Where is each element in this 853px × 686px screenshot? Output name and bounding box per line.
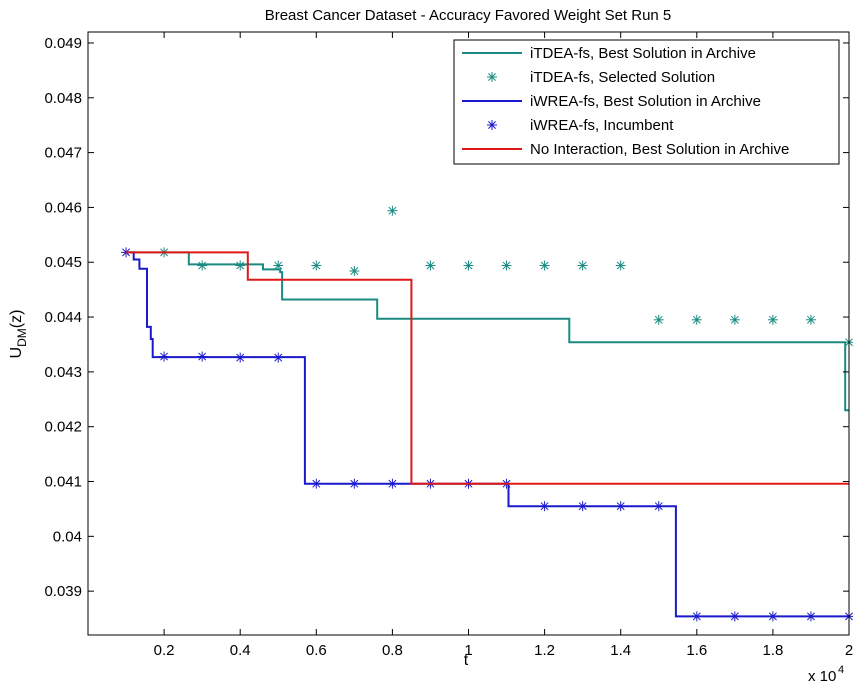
- legend-label: No Interaction, Best Solution in Archive: [530, 141, 789, 158]
- y-tick-label: 0.047: [44, 145, 82, 162]
- chart-title: Breast Cancer Dataset - Accuracy Favored…: [265, 7, 672, 24]
- y-axis-label: UDM(z): [8, 310, 29, 359]
- data-point: [387, 478, 398, 489]
- y-label-main: U: [8, 347, 25, 359]
- y-tick-label: 0.043: [44, 364, 82, 381]
- legend-item: iWREA-fs, Incumbent: [487, 117, 674, 134]
- data-point: [577, 260, 588, 271]
- data-point: [539, 501, 550, 512]
- legend-marker: [487, 72, 497, 82]
- x-tick-label: 0.8: [382, 642, 403, 659]
- data-point: [805, 314, 816, 325]
- legend-item: iWREA-fs, Best Solution in Archive: [462, 93, 761, 110]
- data-point: [577, 501, 588, 512]
- data-point: [653, 501, 664, 512]
- y-tick-label: 0.048: [44, 90, 82, 107]
- data-point: [691, 314, 702, 325]
- data-point: [653, 314, 664, 325]
- data-point: [729, 611, 740, 622]
- data-point: [767, 314, 778, 325]
- x-multiplier-base: x 10: [808, 668, 836, 685]
- x-axis-label: t: [464, 652, 469, 669]
- y-tick-label: 0.042: [44, 419, 82, 436]
- series-line: [126, 251, 849, 618]
- series-2: [126, 251, 849, 618]
- data-point: [463, 260, 474, 271]
- data-point: [615, 260, 626, 271]
- x-tick-label: 1.2: [534, 642, 555, 659]
- data-point: [197, 351, 208, 362]
- data-point: [691, 611, 702, 622]
- series-4: [126, 251, 849, 485]
- y-tick-label: 0.049: [44, 35, 82, 52]
- y-tick-label: 0.039: [44, 583, 82, 600]
- y-axis: 0.039 0.04 0.041 0.042 0.043 0.044 0.045 0.046 0…: [44, 35, 849, 600]
- legend-marker: [487, 120, 497, 130]
- data-point: [235, 260, 246, 271]
- y-tick-label: 0.044: [44, 309, 82, 326]
- data-point: [805, 611, 816, 622]
- y-label-tail: (z): [8, 310, 25, 329]
- x-tick-label: 1.8: [762, 642, 783, 659]
- legend-item: iTDEA-fs, Best Solution in Archive: [462, 45, 756, 62]
- legend-label: iTDEA-fs, Best Solution in Archive: [530, 45, 756, 62]
- series-line: [126, 251, 849, 412]
- series-3: [121, 247, 853, 622]
- y-tick-label: 0.041: [44, 474, 82, 491]
- legend-item: No Interaction, Best Solution in Archive: [462, 141, 789, 158]
- data-point: [349, 266, 360, 277]
- x-tick-label: 0.4: [230, 642, 251, 659]
- data-point: [311, 478, 322, 489]
- plot-area: [121, 205, 853, 622]
- x-tick-label: 1.6: [686, 642, 707, 659]
- legend-label: iTDEA-fs, Selected Solution: [530, 69, 715, 86]
- data-point: [311, 260, 322, 271]
- x-multiplier: x 10 4: [808, 664, 844, 685]
- legend-item: iTDEA-fs, Selected Solution: [487, 69, 715, 86]
- x-tick-label: 2: [845, 642, 853, 659]
- data-point: [235, 352, 246, 363]
- series-1: [159, 205, 853, 348]
- data-point: [273, 352, 284, 363]
- data-point: [273, 260, 284, 271]
- legend-label: iWREA-fs, Incumbent: [530, 117, 674, 134]
- data-point: [387, 205, 398, 216]
- y-label-subscript: DM: [15, 328, 29, 347]
- x-multiplier-exponent: 4: [838, 664, 844, 676]
- x-axis: 0.2 0.4 0.6 0.8 1 1.2 1.4 1.6 1.8 2: [154, 32, 853, 659]
- y-tick-label: 0.04: [53, 528, 82, 545]
- legend-label: iWREA-fs, Best Solution in Archive: [530, 93, 761, 110]
- series-0: [126, 251, 849, 412]
- x-tick-label: 1.4: [610, 642, 631, 659]
- x-tick-label: 0.6: [306, 642, 327, 659]
- y-tick-label: 0.045: [44, 254, 82, 271]
- x-tick-label: 0.2: [154, 642, 175, 659]
- data-point: [729, 314, 740, 325]
- legend: iTDEA-fs, Best Solution in Archive iTDEA-…: [453, 39, 840, 165]
- y-tick-label: 0.046: [44, 199, 82, 216]
- svg-text:UDM(z): UDM(z): [8, 310, 29, 359]
- data-point: [349, 478, 360, 489]
- data-point: [425, 260, 436, 271]
- series-line: [126, 251, 849, 485]
- data-point: [197, 260, 208, 271]
- data-point: [159, 351, 170, 362]
- data-point: [615, 501, 626, 512]
- x-tick-label: 1: [464, 642, 472, 659]
- data-point: [767, 611, 778, 622]
- data-point: [501, 260, 512, 271]
- data-point: [539, 260, 550, 271]
